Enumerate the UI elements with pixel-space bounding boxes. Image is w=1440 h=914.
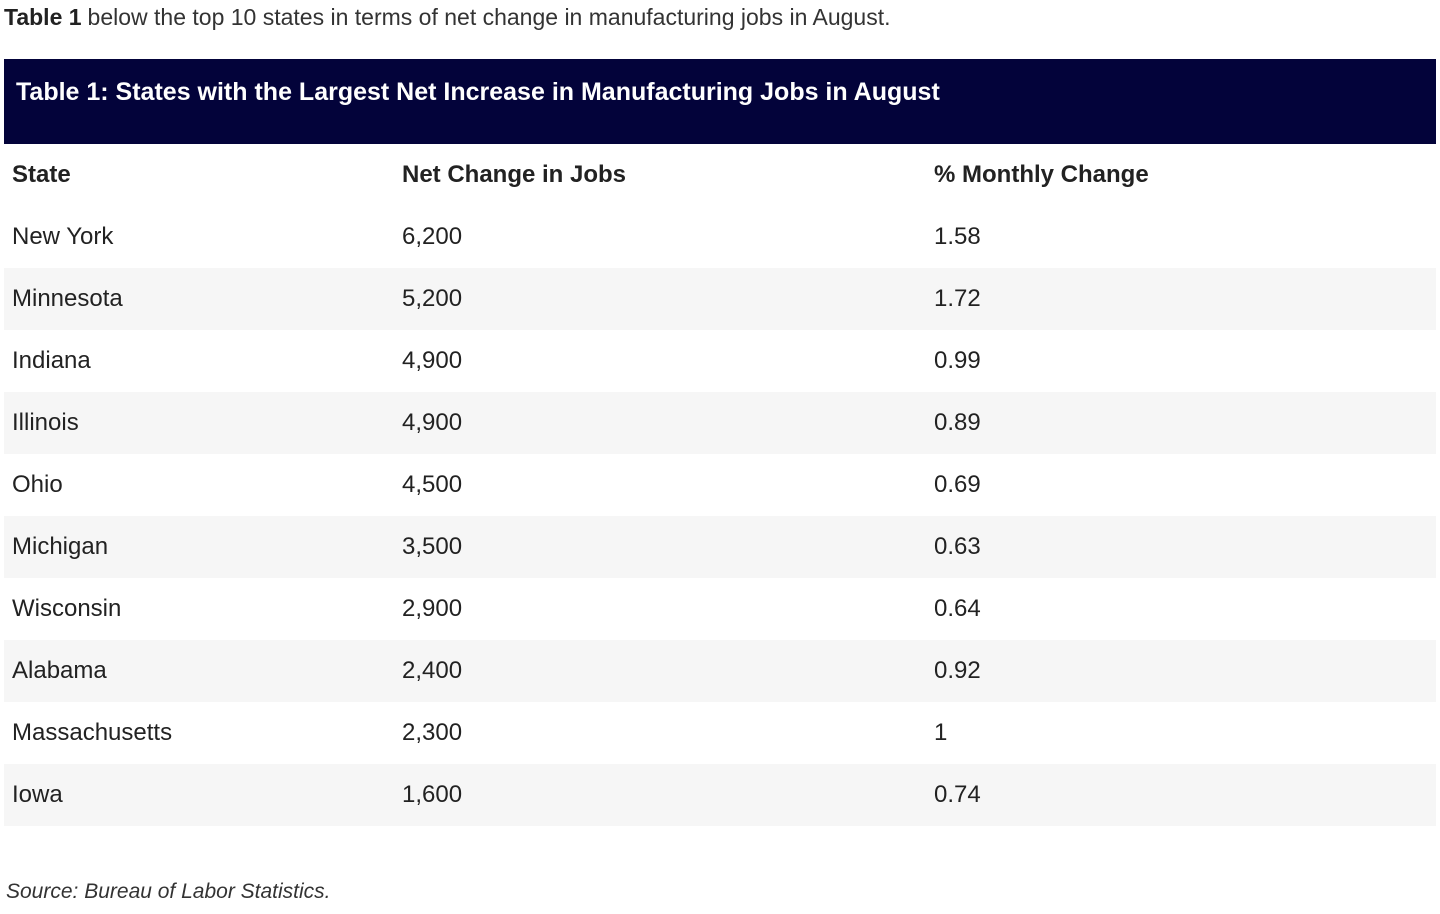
table-cell: 0.92 xyxy=(934,657,981,684)
table-row: Ohio 4,500 0.69 xyxy=(4,454,1436,516)
table-cell: 0.63 xyxy=(934,533,981,560)
table-row: Illinois 4,900 0.89 xyxy=(4,392,1436,454)
table-cell: 6,200 xyxy=(402,223,463,250)
table-cell: 2,300 xyxy=(402,719,463,746)
intro-text: below the top 10 states in terms of net … xyxy=(87,4,891,30)
header-row: State Net Change in Jobs % Monthly Change xyxy=(4,144,1436,206)
table-cell: 4,900 xyxy=(402,409,463,436)
table-cell: Ohio xyxy=(12,471,63,498)
table-cell: 3,500 xyxy=(402,533,463,560)
intro: Table 1 below the top 10 states in terms … xyxy=(4,4,890,31)
table-cell: 5,200 xyxy=(402,285,463,312)
table-cell: 1,600 xyxy=(402,781,463,808)
table-cell: 0.69 xyxy=(934,471,981,498)
table-cell: 2,900 xyxy=(402,595,463,622)
table-cell: 2,400 xyxy=(402,657,463,684)
intro-bold: Table 1 xyxy=(4,4,82,30)
table-row: Massachusetts 2,300 1 xyxy=(4,702,1436,764)
table-cell: Minnesota xyxy=(12,285,123,312)
table-row: Indiana 4,900 0.99 xyxy=(4,330,1436,392)
table-cell: 1.72 xyxy=(934,285,981,312)
table-row: Michigan 3,500 0.63 xyxy=(4,516,1436,578)
table-cell: 4,900 xyxy=(402,347,463,374)
header-cell: State xyxy=(12,161,71,188)
table-row: New York 6,200 1.58 xyxy=(4,206,1436,268)
table-cell: Illinois xyxy=(12,409,79,436)
table: State Net Change in Jobs % Monthly Change N… xyxy=(4,144,1436,826)
header-cell: Net Change in Jobs xyxy=(402,161,627,188)
table-cell: Michigan xyxy=(12,533,109,560)
table-cell: 0.64 xyxy=(934,595,981,622)
table-row: Iowa 1,600 0.74 xyxy=(4,764,1436,826)
table-title: Table 1: States with the Largest Net Inc… xyxy=(4,59,1436,144)
table-row: Wisconsin 2,900 0.64 xyxy=(4,578,1436,640)
table-cell: Wisconsin xyxy=(12,595,122,622)
source: Source: Bureau of Labor Statistics. xyxy=(6,880,331,903)
table-cell: 1.58 xyxy=(934,223,981,250)
header-cell: % Monthly Change xyxy=(934,161,1149,188)
table-row: Minnesota 5,200 1.72 xyxy=(4,268,1436,330)
table-cell: 1 xyxy=(934,719,948,746)
table-cell: New York xyxy=(12,223,114,250)
table-cell: 0.74 xyxy=(934,781,981,808)
table-row: Alabama 2,400 0.92 xyxy=(4,640,1436,702)
table-cell: Alabama xyxy=(12,657,107,684)
table-cell: Indiana xyxy=(12,347,91,374)
table-cell: 4,500 xyxy=(402,471,463,498)
table-cell: 0.99 xyxy=(934,347,981,374)
table-cell: Iowa xyxy=(12,781,63,808)
table-cell: 0.89 xyxy=(934,409,981,436)
table-cell: Massachusetts xyxy=(12,719,173,746)
